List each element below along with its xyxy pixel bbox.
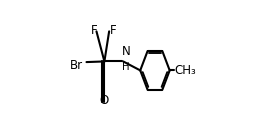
- Text: O: O: [100, 94, 109, 107]
- Text: N: N: [122, 45, 131, 58]
- Text: F: F: [109, 24, 116, 37]
- Text: Br: Br: [69, 59, 83, 72]
- Text: H: H: [122, 62, 130, 72]
- Text: CH₃: CH₃: [175, 64, 197, 77]
- Text: F: F: [91, 24, 98, 37]
